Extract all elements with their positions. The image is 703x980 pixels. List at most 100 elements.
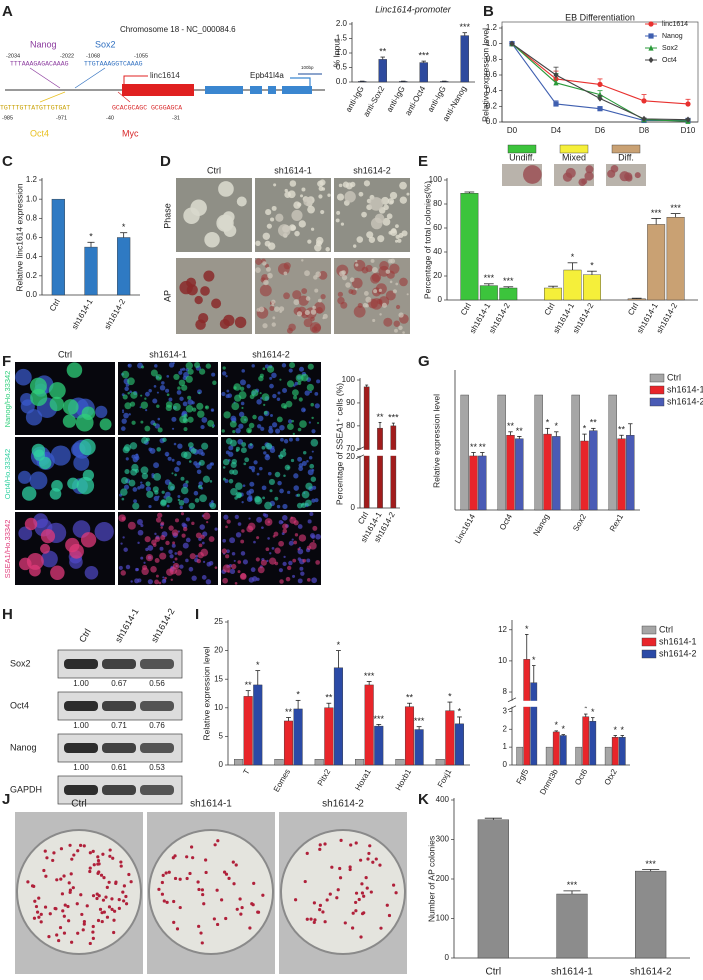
- cell-blob: [161, 578, 167, 584]
- cell-blob: [140, 556, 144, 560]
- cell-blob: [121, 516, 126, 521]
- significance: ***: [651, 208, 662, 218]
- legend-label: Sox2: [662, 45, 678, 52]
- cell-blob: [142, 564, 148, 571]
- cell-blob: [282, 388, 288, 394]
- cell-blob: [170, 578, 173, 581]
- cell-blob: [209, 502, 217, 510]
- exon: [205, 86, 243, 94]
- cell-blob: [222, 564, 231, 573]
- cell-blob: [210, 462, 215, 466]
- cell-blob: [73, 454, 90, 471]
- cell-blob: [127, 521, 136, 530]
- sequence: TGTTTGTTATGTTGTGAT: [0, 105, 70, 112]
- cell-blob: [20, 393, 33, 406]
- cell-blob: [140, 420, 144, 424]
- cell-blob: [290, 516, 293, 519]
- cell-blob: [327, 193, 331, 197]
- cell-blob: [214, 527, 218, 531]
- cell-blob: [297, 456, 303, 462]
- cell-blob: [177, 386, 181, 390]
- cell-blob: [80, 532, 97, 548]
- cell-blob: [317, 298, 322, 303]
- cell-blob: [159, 376, 162, 380]
- cell-blob: [194, 498, 200, 503]
- cell-blob: [162, 437, 167, 443]
- bar: [556, 893, 588, 959]
- tss-arrow: [123, 75, 148, 84]
- y-tick-label: 3: [503, 706, 508, 715]
- colony-dot: [107, 905, 112, 909]
- colony-dot: [33, 899, 37, 903]
- cell-blob: [306, 558, 311, 563]
- significance: ***: [388, 412, 399, 422]
- cell-blob: [198, 391, 201, 395]
- colony-dot: [313, 918, 317, 922]
- y-tick-label: 10: [214, 703, 223, 712]
- cell-blob: [241, 501, 244, 504]
- cell-blob: [231, 551, 236, 556]
- cell-blob: [241, 442, 247, 447]
- marker: [648, 33, 654, 39]
- cell-blob: [208, 560, 214, 566]
- cell-blob: [278, 520, 283, 525]
- cell-blob: [147, 545, 154, 551]
- colony-dot: [51, 858, 55, 863]
- cell-blob: [297, 548, 300, 551]
- cell-blob: [259, 284, 272, 297]
- cell-blob: [183, 427, 188, 432]
- coordinate: -985: [2, 115, 13, 121]
- cell-blob: [310, 476, 317, 482]
- significance: **: [245, 680, 253, 690]
- bar: [234, 759, 244, 766]
- cell-blob: [286, 380, 295, 388]
- y-tick-label: 1.0: [486, 39, 498, 48]
- colony-dot: [173, 854, 177, 858]
- colony-dot: [359, 858, 363, 862]
- significance: **: [618, 425, 626, 435]
- legend-label: Ctrl: [659, 624, 673, 634]
- column-label: sh1614-2: [322, 799, 364, 810]
- cell-blob: [252, 414, 257, 420]
- colony-dot: [231, 860, 235, 864]
- blot-band: [140, 785, 174, 795]
- bar: [666, 216, 685, 301]
- cell-blob: [316, 307, 323, 314]
- cell-blob: [278, 306, 285, 312]
- cell-blob: [166, 454, 169, 457]
- colony-dot: [172, 920, 176, 924]
- cell-blob: [363, 291, 369, 296]
- cell-blob: [389, 263, 400, 274]
- colony-dot: [312, 901, 316, 905]
- cell-blob: [390, 228, 398, 236]
- cell-blob: [296, 493, 301, 497]
- cell-blob: [232, 469, 239, 476]
- cell-blob: [337, 291, 343, 297]
- colony-dot: [248, 926, 252, 930]
- marker: [685, 101, 691, 107]
- exon: [282, 86, 312, 94]
- colony-dot: [82, 844, 86, 848]
- cell-blob: [121, 370, 130, 379]
- cell-blob: [237, 560, 242, 564]
- y-tick-label: 15: [214, 674, 223, 683]
- x-tick-label: Hoxa1: [353, 767, 373, 792]
- significance: *: [583, 423, 587, 433]
- colony-dot: [119, 864, 123, 868]
- legend-swatch: [559, 144, 589, 154]
- y-tick-label: 0: [445, 953, 450, 962]
- cell-blob: [158, 581, 162, 585]
- colony-dot: [348, 865, 352, 869]
- cell-blob: [351, 277, 363, 289]
- cell-blob: [282, 528, 288, 534]
- column-label: sh1614-1: [149, 349, 187, 359]
- cell-blob: [230, 461, 237, 469]
- cell-blob: [137, 486, 141, 490]
- colony-dot: [70, 857, 74, 861]
- colony-dot: [222, 870, 227, 874]
- cell-blob: [307, 519, 312, 524]
- colony-dot: [175, 927, 180, 931]
- band-quantity: 1.00: [73, 721, 89, 730]
- cell-blob: [206, 520, 209, 524]
- colony-dot: [91, 924, 95, 929]
